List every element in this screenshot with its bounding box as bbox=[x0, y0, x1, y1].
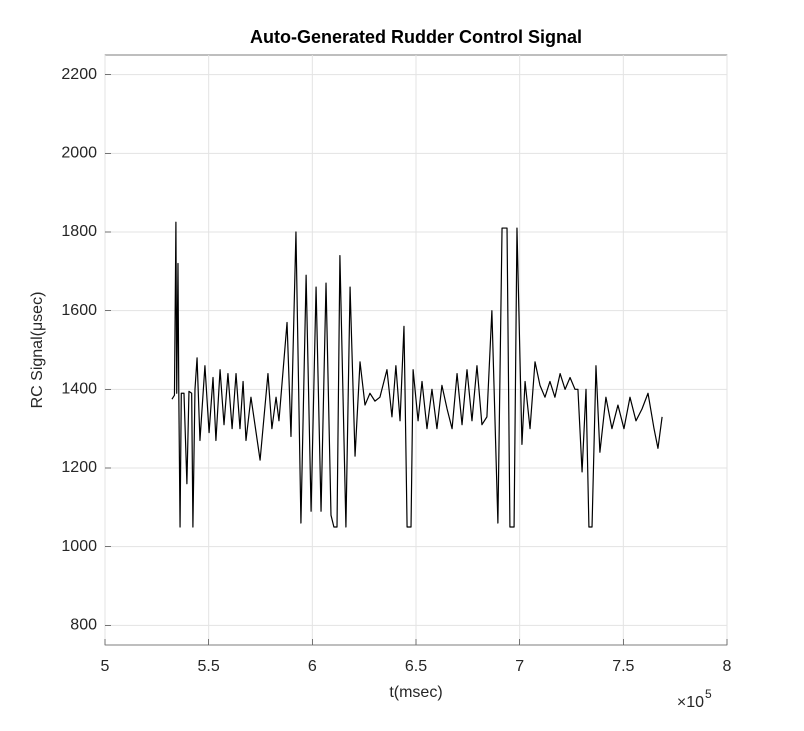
y-tick-label: 1000 bbox=[61, 538, 97, 555]
chart-title: Auto-Generated Rudder Control Signal bbox=[250, 27, 582, 47]
y-tick-label: 2000 bbox=[61, 145, 97, 162]
y-tick-label: 1800 bbox=[61, 223, 97, 240]
x-tick-label: 8 bbox=[723, 658, 732, 675]
x-tick-label: 6.5 bbox=[405, 658, 427, 675]
x-multiplier: ×10 bbox=[677, 694, 704, 711]
x-axis-label: t(msec) bbox=[389, 684, 442, 701]
x-multiplier-exponent: 5 bbox=[705, 687, 712, 701]
y-tick-label: 800 bbox=[70, 617, 97, 634]
y-tick-label: 1600 bbox=[61, 302, 97, 319]
y-tick-label: 2200 bbox=[61, 66, 97, 83]
x-tick-label: 7 bbox=[515, 658, 524, 675]
y-axis-label: RC Signal(μsec) bbox=[29, 292, 46, 409]
y-tick-label: 1200 bbox=[61, 459, 97, 476]
x-tick-label: 5.5 bbox=[198, 658, 220, 675]
signal-line bbox=[171, 221, 663, 528]
x-tick-label: 5 bbox=[101, 658, 110, 675]
x-tick-label: 6 bbox=[308, 658, 317, 675]
y-tick-label: 1400 bbox=[61, 381, 97, 398]
x-tick-label: 7.5 bbox=[612, 658, 634, 675]
